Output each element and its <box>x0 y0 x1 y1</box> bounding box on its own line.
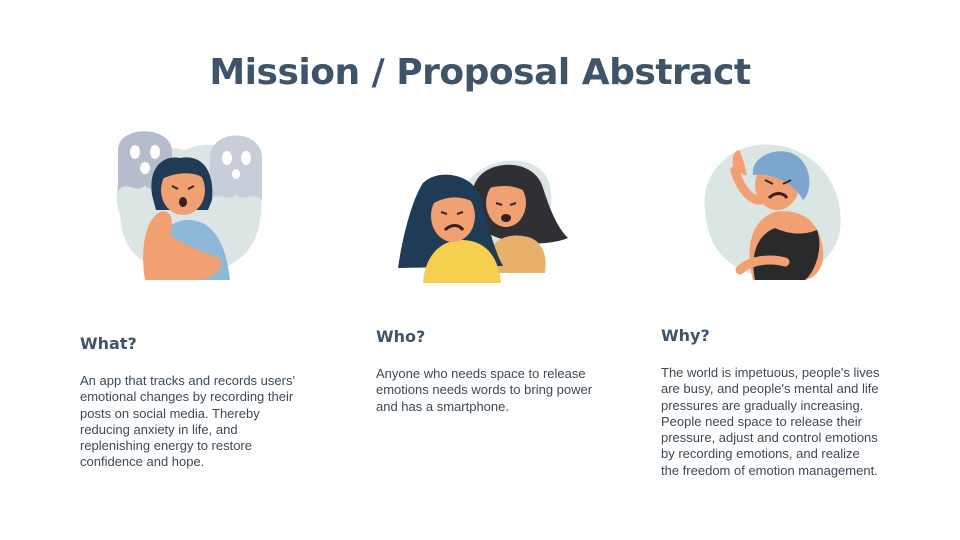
who-heading: Who? <box>376 327 426 346</box>
who-section: Who? Anyone who needs space to release e… <box>376 327 606 415</box>
why-heading: Why? <box>661 326 710 345</box>
why-section: Why? The world is impetuous, people's li… <box>661 326 881 479</box>
what-body: An app that tracks and records users' em… <box>80 373 295 470</box>
angry-woman-illustration <box>695 140 845 285</box>
who-body: Anyone who needs space to release emotio… <box>376 366 593 414</box>
two-women-illustration <box>393 148 571 283</box>
page-title: Mission / Proposal Abstract <box>209 52 751 93</box>
what-section: What? An app that tracks and records use… <box>80 334 310 471</box>
what-heading: What? <box>80 334 137 353</box>
ghost-icon <box>210 135 262 200</box>
anxious-girl-illustration <box>100 120 275 290</box>
why-body: The world is impetuous, people's lives a… <box>661 365 880 478</box>
